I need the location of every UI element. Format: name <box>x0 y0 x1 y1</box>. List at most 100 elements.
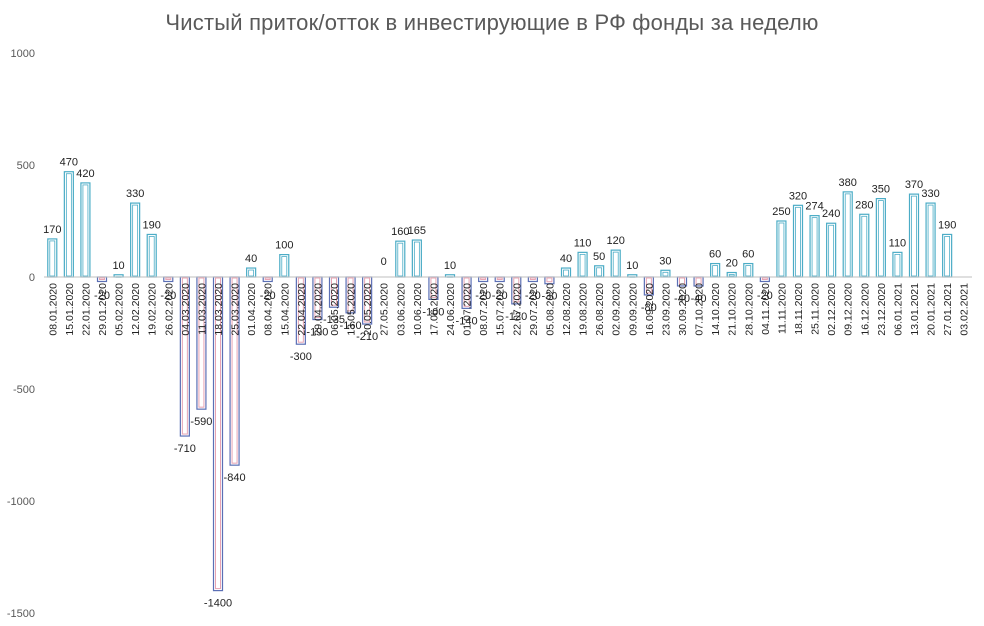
x-tick-label: 20.05.2020 <box>362 283 374 336</box>
data-label: -20 <box>757 290 773 302</box>
data-label: -40 <box>674 293 690 305</box>
x-tick-label: 05.02.2020 <box>114 283 126 336</box>
x-tick-label: 26.08.2020 <box>594 283 606 336</box>
bar-inner <box>165 277 172 280</box>
bar-inner <box>728 274 735 277</box>
bar-inner <box>944 236 951 277</box>
x-tick-label: 02.09.2020 <box>611 283 623 336</box>
x-tick-label: 11.11.2020 <box>776 283 788 334</box>
data-label: 274 <box>805 201 823 213</box>
data-label: 320 <box>789 190 807 202</box>
x-tick-label: 29.01.2020 <box>97 283 109 336</box>
x-tick-label: 17.06.2020 <box>428 283 440 336</box>
data-label: -80 <box>641 302 657 314</box>
bar-inner <box>65 173 72 277</box>
x-tick-label: 19.08.2020 <box>578 283 590 336</box>
x-tick-label: 09.12.2020 <box>843 283 855 336</box>
bar <box>395 240 406 278</box>
data-label: 110 <box>889 237 907 249</box>
data-label: 370 <box>905 179 923 191</box>
data-label: 60 <box>742 249 754 261</box>
data-label: 110 <box>574 237 592 249</box>
data-label: -590 <box>190 416 212 428</box>
x-tick-label: 28.10.2020 <box>743 283 755 336</box>
bar-inner <box>861 215 868 277</box>
data-label: -1400 <box>204 598 232 610</box>
bar-inner <box>679 277 685 285</box>
data-label: 20 <box>726 258 738 270</box>
bar-inner <box>546 277 553 283</box>
x-tick-label: 16.09.2020 <box>644 283 656 336</box>
x-tick-label: 02.12.2020 <box>826 283 838 336</box>
x-tick-label: 30.09.2020 <box>677 283 689 336</box>
bar-inner <box>828 224 835 277</box>
data-label: 190 <box>143 219 161 231</box>
x-tick-label: 19.02.2020 <box>147 283 159 336</box>
bar <box>892 251 903 278</box>
data-label: -210 <box>356 331 378 343</box>
x-tick-label: 25.11.2020 <box>810 283 822 335</box>
x-tick-label: 26.02.2020 <box>163 283 175 336</box>
bar-inner <box>662 271 669 277</box>
data-label: -20 <box>260 290 276 302</box>
data-label: 0 <box>381 256 387 268</box>
bar <box>610 249 621 278</box>
bars <box>47 171 953 592</box>
x-tick-label: 29.04.2020 <box>312 283 324 336</box>
x-tick-label: 08.07.2020 <box>478 283 490 336</box>
x-tick-label: 14.10.2020 <box>710 283 722 336</box>
data-label: 470 <box>60 157 78 169</box>
y-tick-label: -1000 <box>7 496 35 508</box>
bar <box>875 198 886 278</box>
data-label: 420 <box>76 168 94 180</box>
x-tick-label: 23.12.2020 <box>876 283 888 336</box>
bar <box>80 182 91 278</box>
bar <box>577 251 588 278</box>
x-tick-label: 13.05.2020 <box>346 283 358 336</box>
data-label: 330 <box>921 188 939 200</box>
data-label: 60 <box>709 249 721 261</box>
x-tick-label: 24.06.2020 <box>445 283 457 336</box>
x-tick-label: 11.03.2020 <box>196 283 208 335</box>
bar-inner <box>264 277 271 280</box>
data-label: 190 <box>938 219 956 231</box>
bar-inner <box>364 277 371 323</box>
data-label: -840 <box>224 472 246 484</box>
data-label: 10 <box>626 260 638 272</box>
bar-inner <box>430 277 437 298</box>
bar-inner <box>297 277 304 343</box>
data-label: -20 <box>160 290 176 302</box>
bar-inner <box>579 253 586 277</box>
x-tick-label: 22.07.2020 <box>511 283 523 336</box>
bar <box>146 233 157 278</box>
y-tick-label: -500 <box>13 384 35 396</box>
bar-inner <box>844 193 851 277</box>
bar-inner <box>712 265 719 277</box>
y-tick-label: 500 <box>17 160 35 172</box>
data-label: -100 <box>422 306 444 318</box>
bar-inner <box>811 217 818 277</box>
x-tick-label: 18.11.2020 <box>793 283 805 335</box>
bar-inner <box>281 256 288 277</box>
bar-inner <box>148 236 155 277</box>
x-tick-label: 06.01.2021 <box>892 283 904 336</box>
data-label: 10 <box>112 260 124 272</box>
x-tick-label: 04.11.2020 <box>760 283 772 335</box>
x-tick-label: 15.07.2020 <box>495 283 507 336</box>
x-tick-label: 20.01.2021 <box>926 283 938 336</box>
bar-inner <box>612 251 619 277</box>
data-label: -20 <box>525 290 541 302</box>
bar-inner <box>314 277 321 319</box>
bar <box>776 220 787 278</box>
data-label: 40 <box>245 253 257 265</box>
x-tick-label: 25.03.2020 <box>230 283 242 336</box>
x-tick-label: 21.10.2020 <box>727 283 739 336</box>
x-tick-label: 22.04.2020 <box>296 283 308 336</box>
data-label: 165 <box>408 225 426 237</box>
x-tick-label: 07.10.2020 <box>694 283 706 336</box>
data-label: 100 <box>275 240 293 252</box>
x-tick-label: 13.01.2021 <box>909 283 921 336</box>
data-label: -135 <box>323 314 345 326</box>
data-label: 380 <box>839 177 857 189</box>
data-label: -160 <box>340 320 362 332</box>
